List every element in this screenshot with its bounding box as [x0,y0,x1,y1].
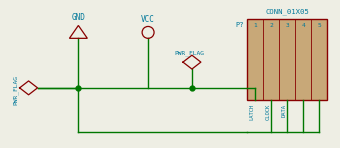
FancyBboxPatch shape [247,18,327,100]
Text: LATCH: LATCH [250,104,255,120]
Text: 1: 1 [253,24,257,28]
Text: 2: 2 [269,24,273,28]
Text: VCC: VCC [141,16,155,24]
Text: DATA: DATA [282,104,287,117]
Text: 3: 3 [285,24,289,28]
Text: PWR_FLAG: PWR_FLAG [174,51,204,56]
Text: CONN_01X05: CONN_01X05 [265,8,309,15]
Text: 4: 4 [301,24,305,28]
Text: CLOCK: CLOCK [266,104,271,120]
Text: P?: P? [235,22,244,28]
Text: 5: 5 [318,24,321,28]
Text: GND: GND [71,13,85,22]
Text: PWR_FLAG: PWR_FLAG [13,75,18,105]
